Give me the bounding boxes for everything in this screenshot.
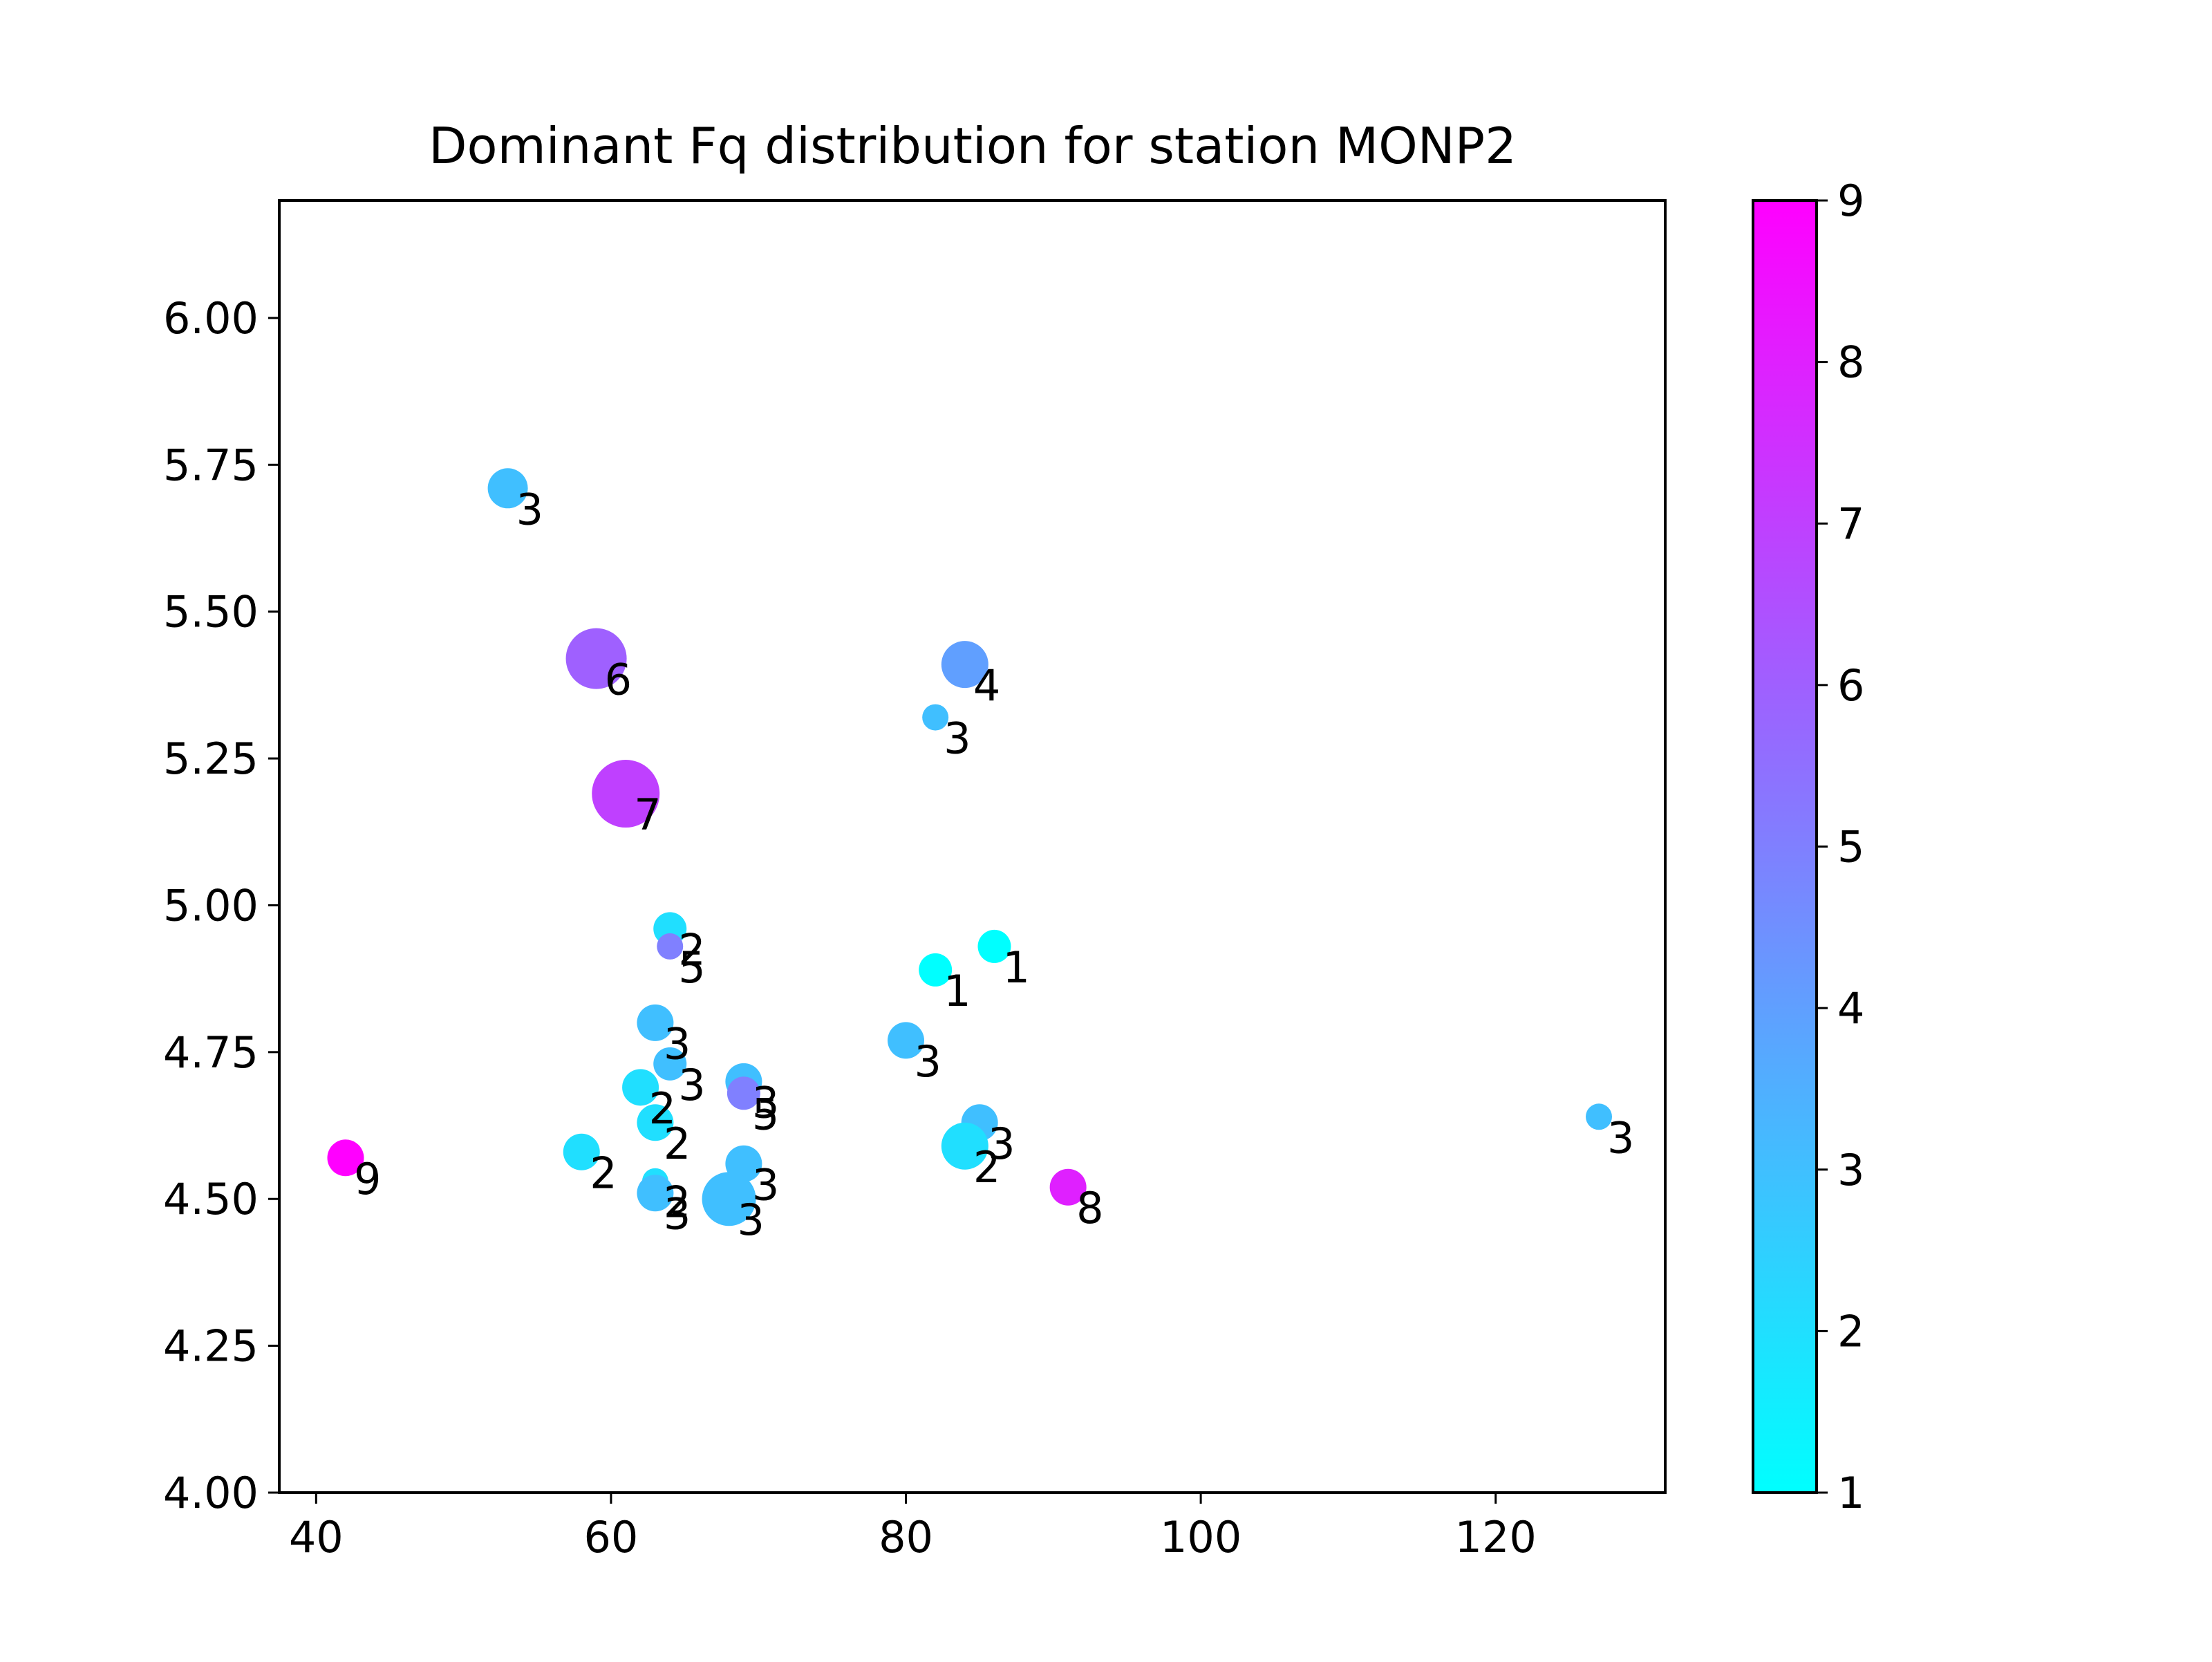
point-label: 6 (605, 655, 632, 705)
point-label: 3 (752, 1159, 779, 1210)
scatter-point (977, 929, 1011, 963)
scatter-point (941, 641, 988, 689)
x-tick-label: 80 (879, 1512, 933, 1562)
x-tick-label: 40 (289, 1512, 344, 1562)
point-label: 2 (664, 1177, 691, 1228)
point-label: 7 (634, 790, 661, 840)
scatter-point (565, 628, 627, 689)
colorbar-tick-label: 3 (1837, 1145, 1864, 1195)
scatter-point (487, 468, 528, 509)
point-label: 3 (944, 713, 971, 764)
y-tick-label: 5.50 (163, 587, 259, 637)
y-tick-label: 6.00 (163, 293, 259, 344)
point-label: 3 (678, 1060, 705, 1110)
colorbar-tick-label: 7 (1837, 498, 1864, 549)
colorbar-tick-label: 4 (1837, 983, 1864, 1034)
point-label: 2 (973, 1142, 1000, 1193)
point-label: 3 (664, 1018, 691, 1069)
point-label: 2 (678, 924, 705, 975)
point-label: 5 (752, 1089, 779, 1139)
point-label: 3 (752, 1077, 779, 1128)
point-label: 3 (988, 1119, 1015, 1169)
y-axis: 4.00 4.25 4.50 4.75 5.00 5.25 5.50 5.75 6.00 (163, 293, 279, 1518)
x-tick-label: 120 (1455, 1512, 1537, 1562)
y-tick-label: 5.00 (163, 880, 259, 931)
scatter-point (1586, 1103, 1613, 1130)
point-label: 5 (678, 942, 705, 993)
colorbar-tick-label: 8 (1837, 337, 1864, 388)
scatter-point (637, 1104, 674, 1141)
scatter-point (941, 1122, 988, 1170)
point-label: 8 (1076, 1183, 1103, 1233)
plot-frame (278, 199, 1667, 1494)
scatter-point (922, 704, 949, 731)
point-label: 3 (738, 1195, 765, 1245)
points-layer (327, 468, 1613, 1226)
point-label: 3 (664, 1189, 691, 1240)
scatter-point (888, 1022, 925, 1059)
chart-title: Dominant Fq distribution for station MON… (429, 117, 1517, 175)
scatter-point (637, 1004, 674, 1041)
scatter-point (592, 760, 660, 828)
scatter-point (653, 1047, 687, 1081)
scatter-point (637, 1175, 674, 1212)
scatter-point (702, 1172, 756, 1226)
y-tick-label: 4.75 (163, 1027, 259, 1078)
scatter-point (919, 953, 953, 987)
y-tick-label: 4.25 (163, 1321, 259, 1372)
point-label: 1 (1002, 942, 1029, 993)
point-label: 2 (649, 1083, 676, 1134)
y-tick-label: 4.50 (163, 1174, 259, 1224)
colorbar-tick-label: 6 (1837, 660, 1864, 711)
scatter-point (657, 933, 684, 960)
point-label: 3 (915, 1036, 941, 1087)
point-label: 4 (973, 660, 1000, 711)
point-label: 3 (1607, 1112, 1634, 1163)
scatter-point (727, 1076, 760, 1110)
x-axis: 40 60 80 100 120 (289, 1493, 1537, 1562)
scatter-point (563, 1133, 600, 1170)
scatter-point (1049, 1168, 1087, 1206)
y-tick-label: 4.00 (163, 1468, 259, 1518)
colorbar-tick-label: 5 (1837, 822, 1864, 872)
point-label: 1 (944, 966, 971, 1016)
y-tick-label: 5.25 (163, 734, 259, 784)
colorbar: 1 2 3 4 5 6 7 8 9 (1752, 176, 1864, 1518)
scatter-point (327, 1139, 364, 1177)
x-tick-label: 60 (583, 1512, 638, 1562)
point-label: 9 (354, 1154, 381, 1204)
colorbar-body (1752, 199, 1818, 1494)
y-tick-label: 5.75 (163, 440, 259, 490)
x-tick-label: 100 (1160, 1512, 1241, 1562)
point-label: 3 (516, 484, 543, 534)
colorbar-tick-label: 1 (1837, 1468, 1864, 1518)
colorbar-tick-label: 2 (1837, 1306, 1864, 1356)
point-label: 2 (664, 1119, 691, 1169)
colorbar-tick-label: 9 (1837, 176, 1864, 226)
point-label: 2 (590, 1148, 617, 1198)
scatter-point (622, 1069, 659, 1106)
